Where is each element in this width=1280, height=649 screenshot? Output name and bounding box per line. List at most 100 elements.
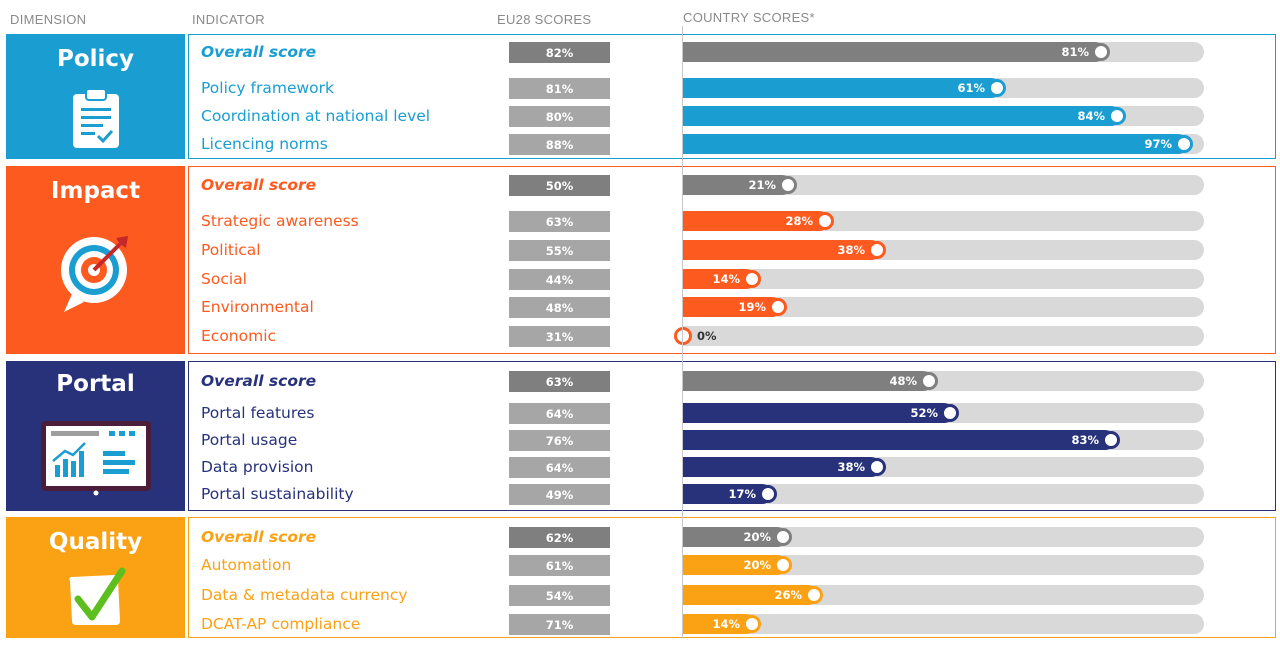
eu28-score-box: 63% [509,211,610,232]
indicator-label: Data & metadata currency [201,586,408,604]
score-track [683,555,1204,575]
country-score-bar [683,371,933,391]
dimension-title: Quality [48,529,143,555]
eu28-score-box: 44% [509,269,610,290]
score-marker [941,404,959,422]
indicator-label: Political [201,241,261,259]
country-score-bar [683,211,829,231]
indicator-label: Overall score [201,528,317,546]
eu28-score-box: 76% [509,430,610,451]
indicator-row: Policy framework 81% 61% [0,78,1280,99]
eu28-score-box: 88% [509,134,610,155]
indicator-label: Social [201,270,247,288]
indicator-label: Portal sustainability [201,485,354,503]
score-track [683,614,1204,634]
dimension-panel-policy: Policy [6,34,185,159]
country-score-label: 14% [712,617,740,631]
country-score-label: 38% [837,243,865,257]
indicator-label: Automation [201,556,292,574]
indicator-row: Political 55% 38% [0,240,1280,261]
eu28-score-box: 81% [509,78,610,99]
score-marker [774,556,792,574]
indicator-label: Environmental [201,298,314,316]
eu28-score-box: 82% [509,42,610,63]
indicator-label: Policy framework [201,79,334,97]
country-score-bar [683,175,792,195]
indicator-label: Portal usage [201,431,298,449]
indicator-row: Portal usage 76% 83% [0,430,1280,451]
score-marker [868,241,886,259]
indicator-label: Portal features [201,404,315,422]
score-track [683,297,1204,317]
country-score-label: 14% [712,272,740,286]
eu28-score-box: 55% [509,240,610,261]
country-score-bar [683,269,756,289]
zero-axis-line [682,26,683,638]
indicator-row: Overall score 82% 81% [0,42,1280,63]
eu28-score-box: 63% [509,371,610,392]
eu28-score-box: 64% [509,403,610,424]
header-indicator: INDICATOR [192,12,266,27]
country-score-bar [683,403,954,423]
country-score-label: 97% [1144,137,1172,151]
country-score-bar [683,106,1121,126]
score-marker [674,327,692,345]
score-marker [816,212,834,230]
eu28-score-box: 54% [509,585,610,606]
indicator-row: Overall score 62% 20% [0,527,1280,548]
eu28-score-box: 48% [509,297,610,318]
country-score-bar [683,457,881,477]
dimension-title: Portal [56,371,135,397]
indicator-row: Strategic awareness 63% 28% [0,211,1280,232]
indicator-row: Licencing norms 88% 97% [0,134,1280,155]
score-marker [759,485,777,503]
indicator-label: Overall score [201,372,317,390]
score-track [683,326,1204,346]
score-track [683,484,1204,504]
eu28-score-box: 31% [509,326,610,347]
eu28-score-box: 50% [509,175,610,196]
country-score-label: 61% [957,81,985,95]
country-score-bar [683,240,881,260]
indicator-row: Automation 61% 20% [0,555,1280,576]
indicator-label: Strategic awareness [201,212,359,230]
indicator-frame-portal [188,361,1276,511]
header-country-scores: COUNTRY SCORES* [683,10,815,25]
country-score-label: 38% [837,460,865,474]
indicator-label: Overall score [201,43,317,61]
country-score-label: 81% [1061,45,1089,59]
indicator-row: Portal sustainability 49% 17% [0,484,1280,505]
country-score-label: 20% [743,558,771,572]
score-track [683,175,1204,195]
score-marker [868,458,886,476]
country-score-bar [683,134,1188,154]
header-eu28-scores: EU28 SCORES [497,12,592,27]
indicator-label: Licencing norms [201,135,328,153]
eu28-score-box: 80% [509,106,610,127]
indicator-row: Coordination at national level 80% 84% [0,106,1280,127]
country-score-bar [683,297,782,317]
indicator-row: DCAT-AP compliance 71% 14% [0,614,1280,635]
country-score-bar [683,430,1115,450]
score-marker [1092,43,1110,61]
score-track [683,269,1204,289]
country-score-label: 26% [774,588,802,602]
header-dimension: DIMENSION [10,12,87,27]
country-score-label: 84% [1077,109,1105,123]
eu28-score-box: 62% [509,527,610,548]
indicator-frame-quality [188,517,1276,638]
indicator-label: Data provision [201,458,314,476]
country-score-bar [683,78,1001,98]
score-marker [1102,431,1120,449]
indicator-frame-impact [188,166,1276,354]
country-score-label: 19% [738,300,766,314]
indicator-row: Social 44% 14% [0,269,1280,290]
score-track [683,527,1204,547]
score-marker [805,586,823,604]
indicator-label: DCAT-AP compliance [201,615,361,633]
score-marker [774,528,792,546]
country-score-bar [683,42,1105,62]
country-score-bar [683,555,787,575]
country-score-label: 83% [1071,433,1099,447]
indicator-frame-policy [188,34,1276,159]
